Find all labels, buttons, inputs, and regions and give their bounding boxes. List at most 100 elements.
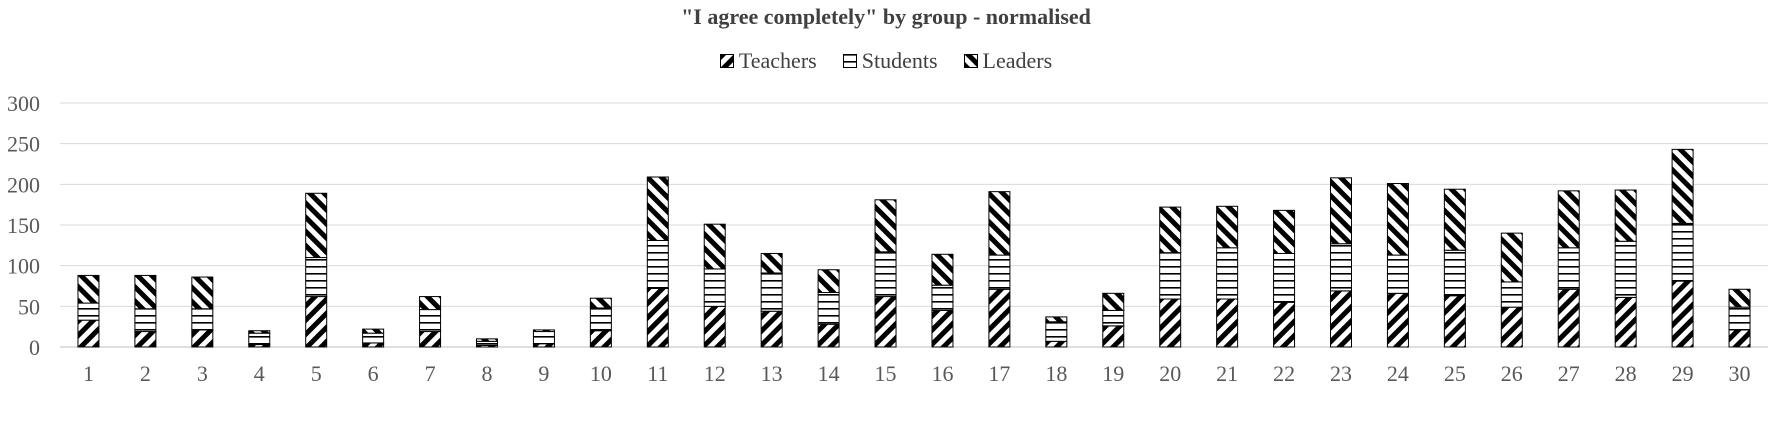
bar-leaders-5 <box>305 192 328 259</box>
bar-teachers-22 <box>1273 301 1296 348</box>
bar-leaders-19 <box>1102 292 1125 311</box>
bar-teachers-18 <box>1045 340 1068 348</box>
x-tick-label: 3 <box>197 361 208 386</box>
bar-students-28 <box>1614 240 1637 298</box>
bar-teachers-16 <box>931 309 954 348</box>
bar-teachers-20 <box>1159 298 1182 348</box>
x-tick-label: 2 <box>140 361 151 386</box>
legend-label-students: Students <box>861 48 938 73</box>
bar-students-20 <box>1159 252 1182 300</box>
bar-students-15 <box>874 251 897 298</box>
gridlines <box>60 102 1768 348</box>
bar-students-21 <box>1216 247 1239 300</box>
x-tick-label: 28 <box>1615 361 1637 386</box>
students-swatch-icon <box>842 54 857 68</box>
x-tick-label: 16 <box>931 361 953 386</box>
bar-leaders-9 <box>532 329 555 333</box>
bar-leaders-3 <box>191 276 214 310</box>
bar-leaders-27 <box>1557 190 1580 249</box>
bar-teachers-15 <box>874 296 897 348</box>
x-tick-label: 29 <box>1672 361 1694 386</box>
bar-leaders-6 <box>362 328 385 334</box>
bar-leaders-20 <box>1159 206 1182 254</box>
bar-leaders-21 <box>1216 205 1239 249</box>
x-tick-label: 17 <box>988 361 1010 386</box>
teachers-swatch-icon <box>719 54 734 68</box>
bar-teachers-19 <box>1102 325 1125 348</box>
legend-label-teachers: Teachers <box>738 48 817 73</box>
bar-leaders-15 <box>874 199 897 253</box>
bar-students-22 <box>1273 252 1296 303</box>
x-tick-label: 30 <box>1729 361 1751 386</box>
bar-leaders-23 <box>1330 177 1352 245</box>
x-tick-label: 5 <box>311 361 322 386</box>
x-tick-label: 12 <box>704 361 726 386</box>
bar-leaders-30 <box>1728 288 1751 308</box>
x-tick-label: 25 <box>1444 361 1466 386</box>
x-tick-label: 10 <box>590 361 612 386</box>
bar-teachers-29 <box>1671 280 1694 348</box>
bar-students-27 <box>1557 247 1580 290</box>
bar-students-26 <box>1500 281 1523 308</box>
bar-leaders-22 <box>1273 209 1296 254</box>
bar-students-11 <box>646 239 669 289</box>
bar-leaders-24 <box>1386 183 1409 256</box>
x-tick-label: 14 <box>818 361 840 386</box>
bar-teachers-21 <box>1216 298 1239 348</box>
y-axis-ticks: 0 50 100 150 200 250 300 <box>7 91 40 360</box>
bar-students-8 <box>476 340 498 346</box>
bar-teachers-17 <box>988 288 1011 348</box>
bar-leaders-11 <box>646 176 669 241</box>
x-tick-label: 4 <box>254 361 265 386</box>
y-tick-label: 300 <box>7 91 40 116</box>
bar-students-23 <box>1330 243 1352 292</box>
bar-students-5 <box>305 257 328 298</box>
bar-leaders-13 <box>760 252 783 274</box>
bar-teachers-28 <box>1614 296 1637 348</box>
bar-leaders-1 <box>77 274 100 304</box>
bar-teachers-5 <box>305 296 328 348</box>
x-tick-label: 22 <box>1273 361 1295 386</box>
x-tick-label: 21 <box>1216 361 1238 386</box>
bar-leaders-4 <box>248 330 271 334</box>
bar-students-14 <box>817 292 840 325</box>
x-tick-label: 23 <box>1330 361 1352 386</box>
bar-leaders-7 <box>419 296 442 311</box>
x-tick-label: 20 <box>1159 361 1181 386</box>
x-tick-label: 26 <box>1501 361 1523 386</box>
x-tick-label: 19 <box>1102 361 1124 386</box>
x-tick-label: 11 <box>647 361 668 386</box>
bar-leaders-12 <box>703 223 726 270</box>
bar-students-9 <box>532 331 555 345</box>
bar-leaders-2 <box>134 274 157 310</box>
legend-item-leaders: Leaders <box>963 48 1053 74</box>
bar-students-6 <box>362 332 385 344</box>
bar-students-29 <box>1671 222 1694 282</box>
bar-teachers-24 <box>1386 292 1409 348</box>
x-tick-label: 8 <box>482 361 493 386</box>
bar-students-13 <box>760 272 783 312</box>
bar-students-25 <box>1443 249 1466 297</box>
bar-leaders-8 <box>476 338 498 342</box>
x-tick-label: 1 <box>83 361 94 386</box>
bar-teachers-3 <box>191 329 214 348</box>
legend-label-leaders: Leaders <box>982 48 1053 73</box>
bar-leaders-17 <box>988 191 1011 256</box>
bar-leaders-28 <box>1614 189 1637 242</box>
bar-leaders-10 <box>589 297 612 309</box>
leaders-swatch-icon <box>963 54 978 68</box>
x-tick-label: 15 <box>875 361 897 386</box>
y-tick-label: 150 <box>7 213 40 238</box>
y-tick-label: 50 <box>18 294 40 319</box>
bar-students-10 <box>589 307 612 332</box>
bar-students-3 <box>191 308 214 331</box>
bar-teachers-1 <box>77 319 100 348</box>
x-tick-label: 24 <box>1387 361 1409 386</box>
y-tick-label: 250 <box>7 132 40 157</box>
bar-teachers-13 <box>760 310 783 348</box>
x-tick-label: 7 <box>425 361 436 386</box>
bar-students-17 <box>988 254 1011 290</box>
bar-students-24 <box>1386 254 1409 294</box>
bar-teachers-2 <box>134 331 157 348</box>
bar-students-19 <box>1102 309 1125 327</box>
